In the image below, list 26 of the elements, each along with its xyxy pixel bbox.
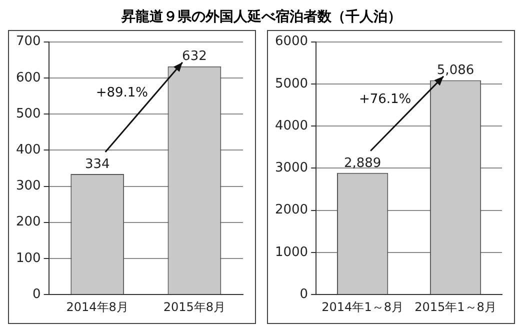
y-tick-label: 3000 xyxy=(274,160,308,176)
x-tick-label: 2015年8月 xyxy=(163,300,226,314)
chart-title: 昇龍道９県の外国人延べ宿泊者数（千人泊） xyxy=(120,8,402,27)
y-tick-label: 5000 xyxy=(274,76,308,92)
data-label: 334 xyxy=(84,156,110,172)
y-tick-label: 6000 xyxy=(274,34,308,50)
y-tick-label: 300 xyxy=(16,178,41,194)
y-tick-label: 200 xyxy=(16,214,41,230)
x-tick-label: 2015年1～8月 xyxy=(414,300,496,314)
x-tick-label: 2014年1～8月 xyxy=(322,300,404,314)
y-tick-label: 0 xyxy=(300,286,308,302)
y-tick-label: 500 xyxy=(16,106,41,122)
y-tick-label: 4000 xyxy=(274,118,308,134)
annotation: +89.1% xyxy=(96,86,148,101)
y-tick-label: 400 xyxy=(16,142,41,158)
y-tick-label: 1000 xyxy=(274,244,308,260)
x-tick-label: 2014年8月 xyxy=(66,300,128,314)
y-tick-label: 100 xyxy=(16,250,41,266)
y-tick-label: 600 xyxy=(16,70,41,86)
y-tick-label: 0 xyxy=(32,286,41,302)
annotation: +76.1% xyxy=(358,92,412,107)
y-tick-label: 700 xyxy=(16,34,41,50)
data-label: 2,889 xyxy=(344,156,382,171)
y-tick-label: 2000 xyxy=(274,202,308,218)
data-label: 632 xyxy=(182,49,207,64)
data-label: 5,086 xyxy=(436,63,474,78)
